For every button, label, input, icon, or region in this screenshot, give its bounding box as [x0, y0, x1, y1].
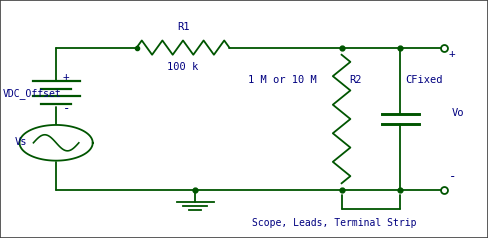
Text: VDC_Offset: VDC_Offset [2, 89, 61, 99]
Text: +: + [62, 72, 69, 82]
Text: 100 k: 100 k [167, 62, 199, 72]
Text: CFixed: CFixed [405, 75, 443, 85]
Text: -: - [449, 170, 456, 183]
Text: Vo: Vo [451, 108, 464, 118]
Text: 1 M or 10 M: 1 M or 10 M [248, 75, 316, 85]
Text: +: + [449, 49, 456, 59]
Text: Vs: Vs [14, 137, 27, 147]
Text: Scope, Leads, Terminal Strip: Scope, Leads, Terminal Strip [252, 218, 417, 228]
Text: R2: R2 [349, 75, 362, 85]
Text: R1: R1 [177, 22, 189, 32]
Text: -: - [62, 102, 70, 115]
